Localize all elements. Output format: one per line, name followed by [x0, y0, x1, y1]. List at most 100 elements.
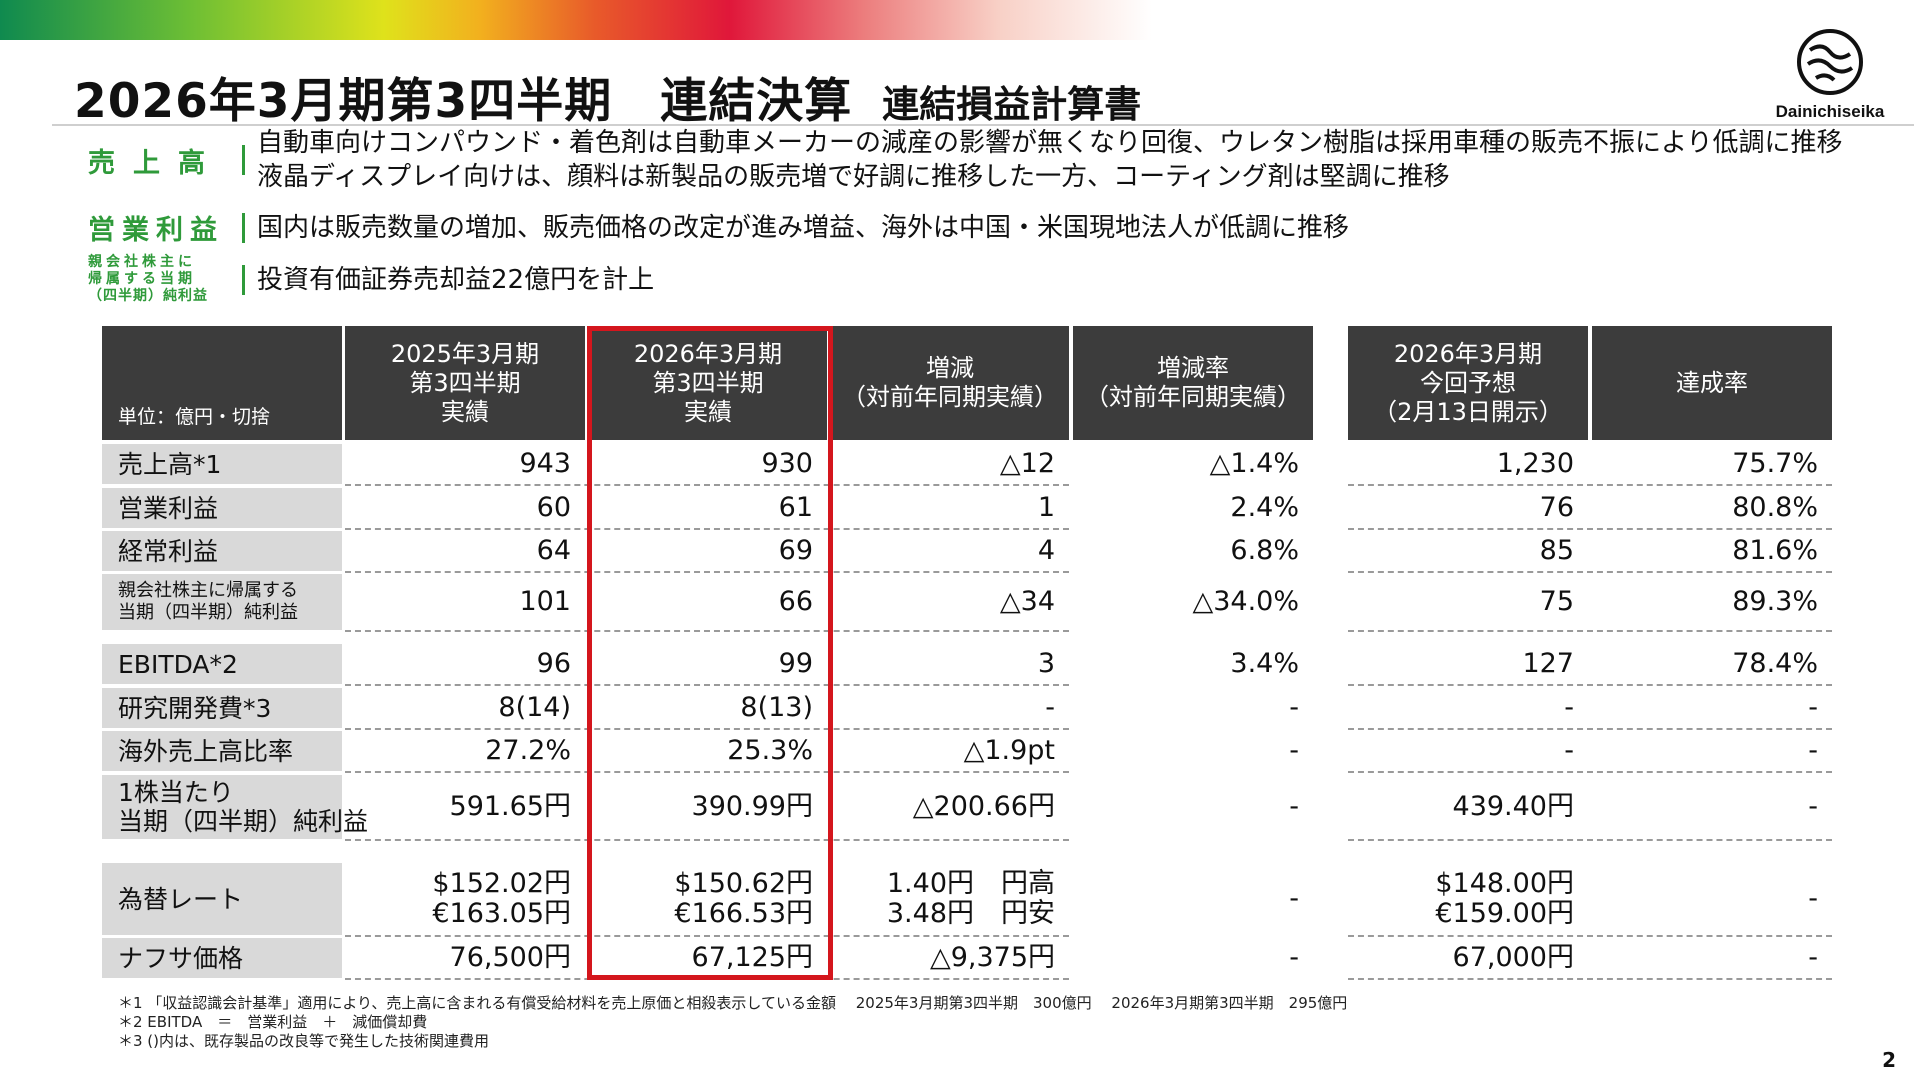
row-net-sales-achievement: 75.7% — [1732, 448, 1818, 479]
row-operating-profit-current-q3: 61 — [778, 492, 813, 523]
label-divider — [242, 145, 245, 175]
row-naphtha-change: △9,375円 — [929, 942, 1055, 973]
unit-label: 単位：億円・切捨 — [102, 326, 342, 440]
row-net-sales-label: 売上高*1 — [102, 444, 342, 484]
row-fx-rate-change-rate: - — [1289, 883, 1299, 914]
row-overseas-ratio-change-rate: - — [1289, 735, 1299, 766]
row-net-income-achievement: 89.3% — [1732, 586, 1818, 617]
footnote-1: ＊1 「収益認識会計基準」適用により、売上高に含まれる有償受給材料を売上原価と相… — [118, 994, 1348, 1012]
row-rnd-achievement: - — [1808, 692, 1818, 723]
row-operating-profit-forecast: 76 — [1539, 492, 1574, 523]
row-net-income-forecast: 75 — [1539, 586, 1574, 617]
row-net-sales-change: △12 — [999, 448, 1055, 479]
row-naphtha-label: ナフサ価格 — [102, 938, 342, 978]
row-rnd-label: 研究開発費*3 — [102, 688, 342, 728]
row-ordinary-profit-change-rate: 6.8% — [1230, 535, 1299, 566]
brand-gradient-bar — [0, 0, 1920, 40]
footnote-3: ＊3 ()内は、既存製品の改良等で発生した技術関連費用 — [118, 1032, 490, 1050]
row-rnd-change: - — [1045, 692, 1055, 723]
row-fx-rate-prev-q3: $152.02円 €163.05円 — [432, 868, 571, 929]
row-eps-current-q3: 390.99円 — [691, 791, 813, 822]
row-rnd-prev-q3: 8(14) — [498, 692, 571, 723]
row-net-income-change-rate: △34.0% — [1192, 586, 1299, 617]
row-divider — [1348, 771, 1832, 773]
row-net-income-current-q3: 66 — [778, 586, 813, 617]
row-ordinary-profit-prev-q3: 64 — [536, 535, 571, 566]
row-overseas-ratio-current-q3: 25.3% — [727, 735, 813, 766]
sales-text-block: 自動車向けコンパウンド・着色剤は自動車メーカーの減産の影響が無くなり回復、ウレタ… — [257, 126, 1842, 194]
row-eps-achievement: - — [1808, 791, 1818, 822]
row-ordinary-profit-forecast: 85 — [1539, 535, 1574, 566]
row-operating-profit-achievement: 80.8% — [1732, 492, 1818, 523]
row-divider — [345, 630, 1069, 632]
row-ordinary-profit-current-q3: 69 — [778, 535, 813, 566]
label-divider — [242, 264, 245, 295]
ni-label-line2: 帰属する当期 — [88, 271, 196, 287]
row-ebitda-current-q3: 99 — [778, 648, 813, 679]
row-divider — [1348, 528, 1832, 530]
row-overseas-ratio-change: △1.9pt — [963, 735, 1055, 766]
row-divider — [345, 935, 1069, 937]
row-net-sales-change-rate: △1.4% — [1209, 448, 1299, 479]
row-naphtha-current-q3: 67,125円 — [691, 942, 813, 973]
row-rnd-forecast: - — [1564, 692, 1574, 723]
label-divider — [242, 212, 245, 243]
row-net-sales-current-q3: 930 — [761, 448, 813, 479]
logo-wordmark: Dainichiseika — [1775, 102, 1885, 121]
row-divider — [345, 484, 1069, 486]
logo-emblem-icon — [1797, 29, 1863, 95]
row-operating-profit-change: 1 — [1037, 492, 1055, 523]
summary-net-income: 親会社株主に 帰属する当期 （四半期）純利益 投資有価証券売却益22億円を計上 — [88, 254, 654, 305]
income-statement-table: 単位：億円・切捨 2025年3月期 第3四半期 実績 2026年3月期 第3四半期 実績増… — [102, 326, 1832, 986]
row-eps-forecast: 439.40円 — [1452, 791, 1574, 822]
row-operating-profit-prev-q3: 60 — [536, 492, 571, 523]
row-eps-prev-q3: 591.65円 — [449, 791, 571, 822]
row-operating-profit-label: 営業利益 — [102, 488, 342, 528]
op-text: 国内は販売数量の増加、販売価格の改定が進み増益、海外は中国・米国現地法人が低調に… — [257, 212, 1350, 243]
ni-label-line3: （四半期）純利益 — [88, 288, 208, 304]
row-fx-rate-forecast: $148.00円 €159.00円 — [1435, 868, 1574, 929]
current-period-highlight — [587, 326, 833, 980]
row-ebitda-label: EBITDA*2 — [102, 644, 342, 684]
row-divider — [1348, 935, 1832, 937]
summary-operating-profit: 営業利益 国内は販売数量の増加、販売価格の改定が進み増益、海外は中国・米国現地法… — [88, 208, 1349, 247]
row-divider — [1348, 978, 1832, 980]
row-eps-change: △200.66円 — [912, 791, 1055, 822]
row-eps-label: 1株当たり 当期（四半期）純利益 — [102, 775, 368, 839]
row-divider — [345, 839, 1069, 841]
op-label: 営業利益 — [88, 215, 224, 246]
ni-label-line1: 親会社株主に — [88, 254, 196, 270]
row-fx-rate-change: 1.40円 円高 3.48円 円安 — [886, 868, 1055, 929]
row-net-sales-prev-q3: 943 — [519, 448, 571, 479]
hdr-forecast: 2026年3月期 今回予想 （2月13日開示） — [1348, 326, 1588, 440]
row-divider — [1348, 571, 1832, 573]
row-divider — [345, 571, 1069, 573]
row-naphtha-change-rate: - — [1289, 942, 1299, 973]
row-operating-profit-change-rate: 2.4% — [1230, 492, 1299, 523]
hdr-change: 増減 （対前年同期実績） — [831, 326, 1069, 440]
row-overseas-ratio-achievement: - — [1808, 735, 1818, 766]
row-overseas-ratio-forecast: - — [1564, 735, 1574, 766]
row-fx-rate-label: 為替レート — [102, 863, 342, 935]
row-ebitda-achievement: 78.4% — [1732, 648, 1818, 679]
row-naphtha-achievement: - — [1808, 942, 1818, 973]
page-number: 2 — [1882, 1048, 1896, 1072]
title-sub: 連結損益計算書 — [882, 83, 1142, 126]
title-main: 2026年3月期第3四半期 連結決算 — [74, 74, 853, 129]
row-divider — [345, 684, 1069, 686]
row-naphtha-prev-q3: 76,500円 — [449, 942, 571, 973]
row-ebitda-change: 3 — [1037, 648, 1055, 679]
row-divider — [345, 728, 1069, 730]
row-divider — [345, 528, 1069, 530]
row-ebitda-change-rate: 3.4% — [1230, 648, 1299, 679]
row-fx-rate-achievement: - — [1808, 883, 1818, 914]
footnote-2: ＊2 EBITDA ＝ 営業利益 ＋ 減価償却費 — [118, 1013, 428, 1031]
row-divider — [1348, 728, 1832, 730]
hdr-current-q3: 2026年3月期 第3四半期 実績 — [589, 326, 827, 440]
ni-text: 投資有価証券売却益22億円を計上 — [257, 264, 655, 295]
row-divider — [1348, 484, 1832, 486]
row-divider — [1348, 839, 1832, 841]
row-eps-change-rate: - — [1289, 791, 1299, 822]
page-title: 2026年3月期第3四半期 連結決算 連結損益計算書 — [74, 62, 1141, 129]
row-ordinary-profit-change: 4 — [1037, 535, 1055, 566]
